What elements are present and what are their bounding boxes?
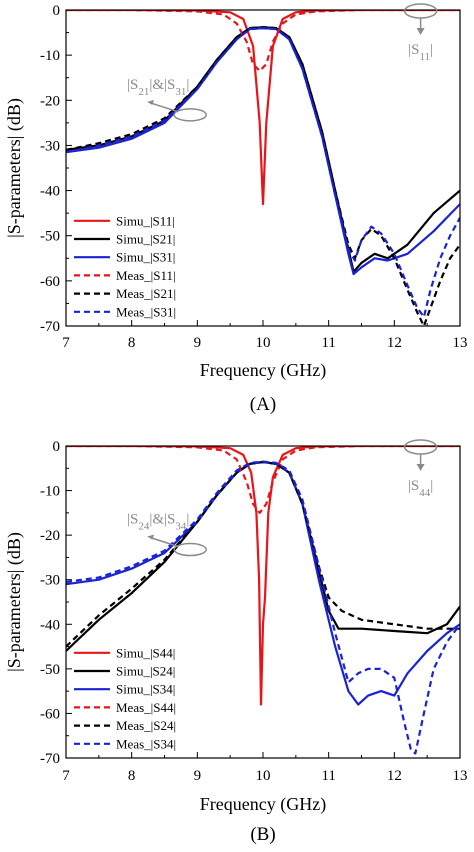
legend-entry-label: Meas_|S21| xyxy=(116,286,176,301)
annotation-arrowhead xyxy=(147,99,155,105)
y-tick-label: -60 xyxy=(40,706,60,722)
legend-entry-label: Simu_|S11| xyxy=(116,213,175,228)
annotation-label: |S44| xyxy=(408,478,433,499)
legend-entry-label: Simu_|S31| xyxy=(116,250,175,265)
series-line-meas-s44 xyxy=(66,446,460,514)
y-tick-label: 0 xyxy=(53,439,61,455)
y-tick-label: -70 xyxy=(40,751,60,767)
y-tick-label: -70 xyxy=(40,319,60,335)
annotation-ellipse xyxy=(173,108,207,122)
x-tick-label: 11 xyxy=(321,768,335,784)
legend-entry-label: Meas_|S44| xyxy=(116,700,176,715)
legend-entry-label: Meas_|S24| xyxy=(116,718,176,733)
series-line-simu-s11 xyxy=(66,10,460,206)
series-group xyxy=(66,446,460,755)
y-tick-label: -30 xyxy=(40,573,60,589)
x-tick-label: 8 xyxy=(128,335,136,351)
y-axis-title: |S-parameters| (dB) xyxy=(4,98,25,238)
x-tick-label: 11 xyxy=(321,335,335,351)
legend-entry-label: Meas_|S34| xyxy=(116,736,176,751)
x-tick-label: 8 xyxy=(128,768,136,784)
annotation-arrow xyxy=(149,536,179,548)
series-line-meas-s11 xyxy=(66,10,460,72)
annotation-arrow xyxy=(149,102,179,113)
y-tick-label: -20 xyxy=(40,528,60,544)
legend-entry-label: Meas_|S11| xyxy=(116,268,176,283)
annotation-label: |S11| xyxy=(408,42,433,63)
chart-panel-a: 7 8 9 10 11 12 13 0 -10 -20 -30 -40 -50 -60 -70 Frequen… xyxy=(4,3,468,415)
legend-entry-label: Simu_|S24| xyxy=(116,664,175,679)
chart-panel-b: 7 8 9 10 11 12 13 0 -10 -20 -30 -40 -50 -60 -70 Frequen… xyxy=(4,439,468,845)
series-line-meas-s24 xyxy=(66,460,460,648)
x-tick-label: 13 xyxy=(453,768,468,784)
x-tick-label: 10 xyxy=(256,768,271,784)
y-tick-label: -40 xyxy=(40,184,60,200)
y-tick-label: -20 xyxy=(40,93,60,109)
x-tick-label: 13 xyxy=(453,335,468,351)
x-tick-label: 7 xyxy=(62,768,70,784)
series-line-meas-s34 xyxy=(66,460,460,755)
y-axis-title: |S-parameters| (dB) xyxy=(4,532,25,672)
y-tick-label: -60 xyxy=(40,274,60,290)
y-tick-label: 0 xyxy=(53,3,61,19)
x-axis-title: Frequency (GHz) xyxy=(200,360,326,381)
x-axis-title: Frequency (GHz) xyxy=(200,794,326,815)
y-tick-label: -50 xyxy=(40,229,60,245)
y-tick-label: -40 xyxy=(40,617,60,633)
legend-entry-label: Meas_|S31| xyxy=(116,304,176,319)
series-group xyxy=(66,10,460,326)
x-tick-label: 10 xyxy=(256,335,271,351)
x-tick-label: 12 xyxy=(387,335,402,351)
annotation-arrowhead xyxy=(416,28,425,35)
panel-label: (B) xyxy=(250,824,275,845)
series-line-meas-s31 xyxy=(66,27,460,319)
legend-entry-label: Simu_|S34| xyxy=(116,682,175,697)
y-tick-label: -10 xyxy=(40,48,60,64)
legend-entry-label: Simu_|S21| xyxy=(116,232,175,247)
annotation-ellipse xyxy=(173,542,207,557)
y-tick-label: -50 xyxy=(40,662,60,678)
legend-entry-label: Simu_|S44| xyxy=(116,645,175,660)
x-tick-label: 12 xyxy=(387,768,402,784)
x-tick-label: 9 xyxy=(194,335,202,351)
y-tick-label: -10 xyxy=(40,484,60,500)
annotation-arrowhead xyxy=(416,464,425,471)
x-tick-label: 7 xyxy=(62,335,70,351)
annotation-label: |S21|&|S31| xyxy=(127,77,189,98)
panel-label: (A) xyxy=(250,394,276,415)
legend: Simu_|S44| Simu_|S24| Simu_|S34| Meas_|S44|… xyxy=(74,645,176,751)
annotation-arrowhead xyxy=(147,534,155,540)
x-tick-label: 9 xyxy=(194,768,202,784)
y-tick-label: -30 xyxy=(40,138,60,154)
legend: Simu_|S11| Simu_|S21| Simu_|S31| Meas_|S11|… xyxy=(74,213,176,319)
series-line-simu-s44 xyxy=(66,446,460,706)
annotation-label: |S24|&|S34| xyxy=(127,512,189,533)
